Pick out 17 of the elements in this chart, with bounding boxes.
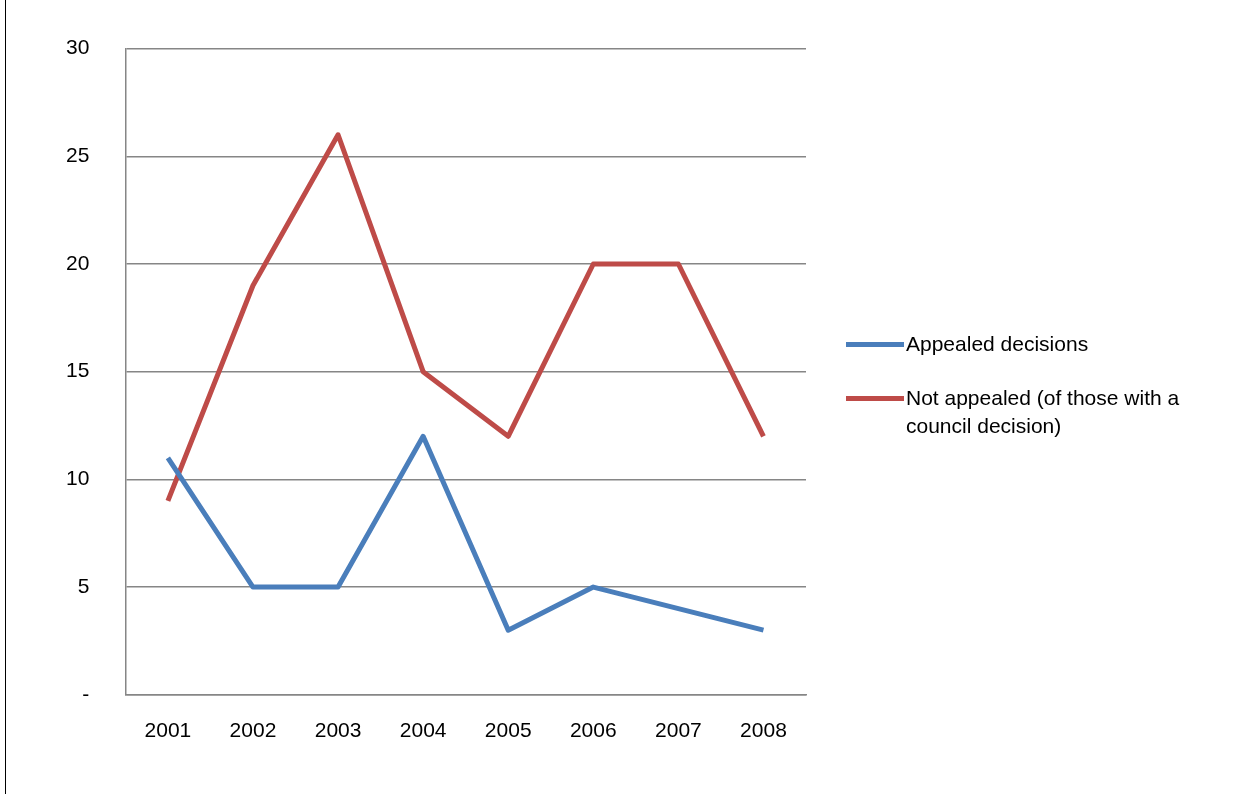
y-tick-label: 25 (66, 143, 90, 167)
y-tick-label: - (82, 681, 90, 705)
x-tick-label: 2004 (399, 718, 447, 742)
x-tick-label: 2006 (569, 718, 617, 742)
x-tick-label: 2002 (229, 718, 277, 742)
x-tick-label: 2007 (655, 718, 702, 742)
x-tick-label: 2001 (144, 718, 192, 742)
y-tick-label: 30 (66, 35, 90, 59)
x-tick-label: 2003 (314, 718, 362, 742)
x-tick-label: 2005 (484, 718, 532, 742)
legend-label: Appealed decisions (906, 331, 1089, 357)
y-tick-label: 15 (66, 358, 90, 382)
x-tick-label: 2008 (740, 718, 787, 742)
y-tick-label: 5 (77, 573, 90, 597)
y-tick-label: 10 (66, 466, 90, 490)
legend-label: Not appealed (of those with a council decision) (906, 385, 1181, 439)
y-tick-label: 20 (66, 250, 90, 274)
